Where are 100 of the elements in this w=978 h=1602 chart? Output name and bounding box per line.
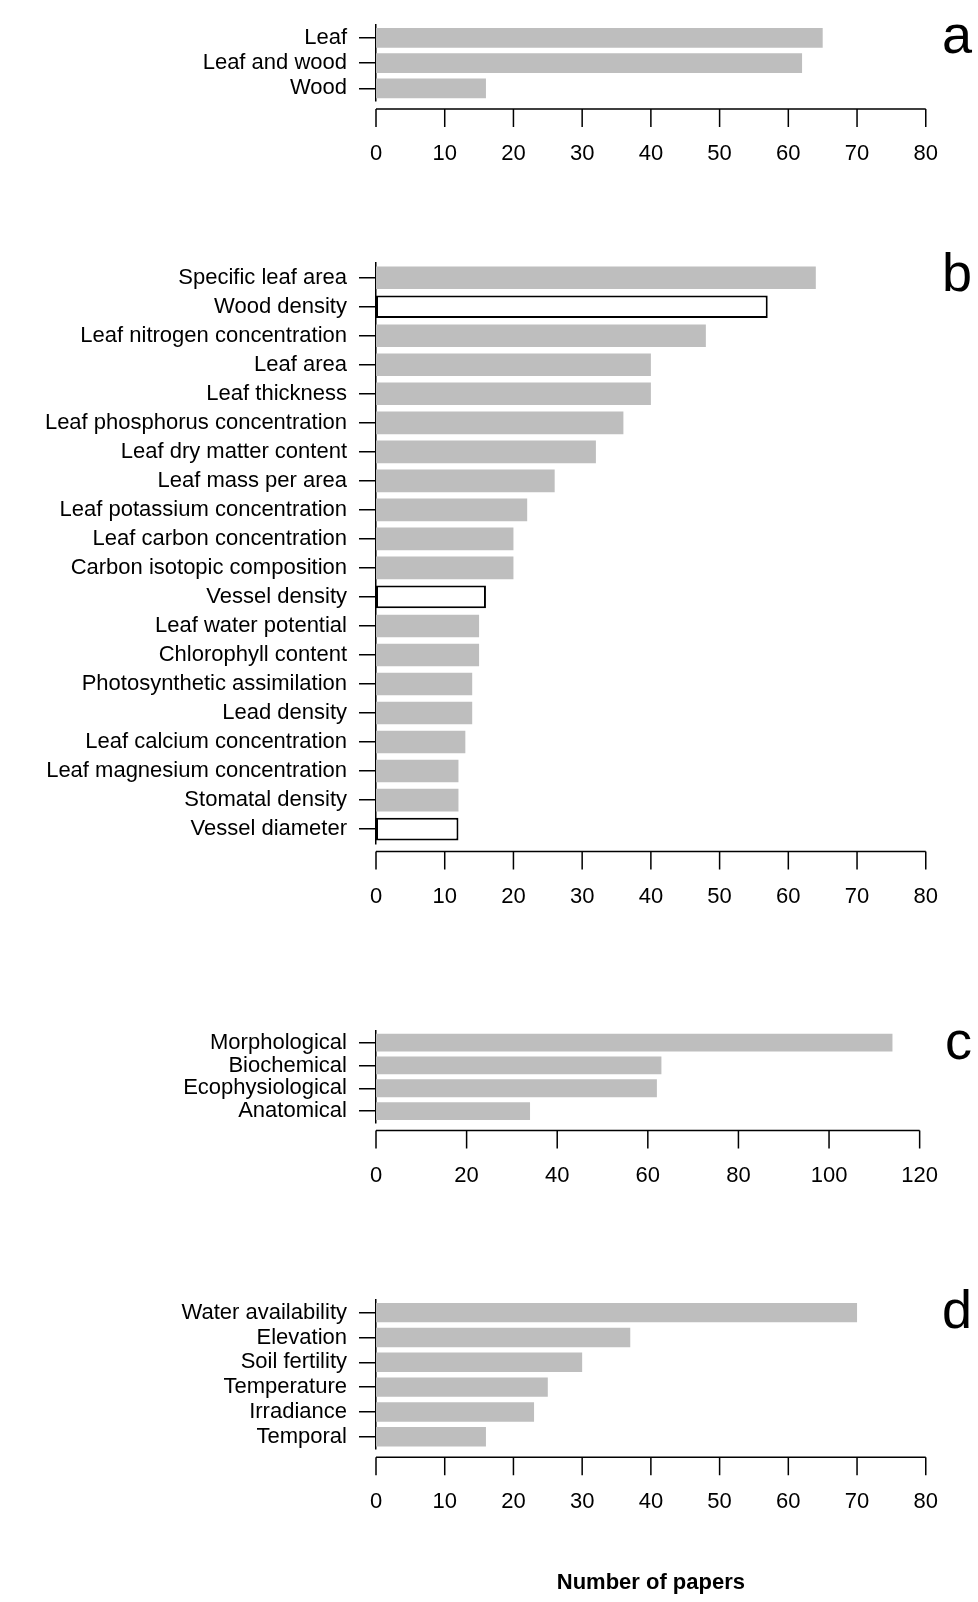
- x-axis-title: Number of papers: [556, 1568, 746, 1594]
- bar: [376, 353, 651, 377]
- y-tick-label: Leaf calcium concentration: [85, 728, 347, 754]
- x-tick-label: 70: [844, 1488, 870, 1514]
- y-tick-label: Leaf carbon concentration: [92, 524, 347, 550]
- y-tick-label: Elevation: [256, 1323, 347, 1349]
- x-tick-label: 40: [638, 1488, 664, 1514]
- y-tick-label: Leaf dry matter content: [120, 437, 347, 463]
- x-tick-label: 80: [913, 882, 939, 908]
- bar: [376, 1302, 858, 1323]
- y-tick-label: Lead density: [222, 699, 347, 725]
- y-tick-label: Leaf potassium concentration: [59, 495, 347, 521]
- x-tick-label: 0: [369, 882, 383, 908]
- x-tick-label: 50: [707, 882, 732, 908]
- y-tick-label: Morphological: [210, 1028, 347, 1054]
- x-tick-label: 80: [913, 1488, 939, 1514]
- bar: [376, 1352, 583, 1372]
- x-tick-label: 40: [638, 140, 664, 166]
- y-tick-label: Wood: [289, 74, 347, 100]
- bar: [376, 672, 473, 696]
- x-tick-label: 70: [844, 140, 870, 166]
- y-tick-label: Leaf phosphorus concentration: [44, 408, 347, 434]
- x-tick-label: 10: [432, 140, 457, 166]
- bar: [376, 527, 514, 551]
- chart-title: a: [941, 4, 973, 65]
- x-tick-label: 40: [544, 1161, 570, 1187]
- x-tick-label: 100: [810, 1161, 848, 1187]
- bar: [376, 324, 706, 348]
- bar: [376, 411, 624, 435]
- x-tick-label: 70: [844, 882, 870, 908]
- bar: [376, 556, 514, 580]
- x-tick-label: 40: [638, 882, 664, 908]
- chart-title: b: [941, 242, 972, 303]
- x-tick-label: 60: [776, 140, 801, 166]
- y-tick-label: Leaf area: [254, 350, 348, 376]
- y-tick-label: Leaf mass per area: [157, 466, 348, 492]
- y-tick-label: Water availability: [181, 1298, 347, 1324]
- x-tick-label: 30: [569, 140, 595, 166]
- y-tick-label: Irradiance: [249, 1398, 347, 1424]
- bar: [376, 1102, 531, 1120]
- bar: [376, 643, 480, 667]
- y-tick-label: Leaf thickness: [206, 379, 347, 405]
- y-tick-label: Leaf magnesium concentration: [46, 757, 347, 783]
- x-tick-label: 50: [707, 1488, 732, 1514]
- bar: [376, 266, 816, 290]
- y-tick-label: Leaf water potential: [154, 612, 347, 638]
- y-tick-label: Vessel density: [206, 582, 347, 608]
- y-tick-label: Temperature: [223, 1373, 347, 1399]
- bar: [376, 1327, 631, 1348]
- x-tick-label: 10: [432, 1488, 457, 1514]
- y-tick-label: Vessel diameter: [190, 815, 347, 841]
- bar: [376, 78, 486, 99]
- x-tick-label: 20: [501, 882, 526, 908]
- y-tick-label: Carbon isotopic composition: [70, 553, 347, 579]
- bar: [376, 53, 803, 73]
- bar: [376, 440, 596, 464]
- x-tick-label: 0: [369, 1488, 383, 1514]
- bar: [376, 1377, 548, 1397]
- x-tick-label: 30: [569, 882, 595, 908]
- x-tick-label: 20: [501, 140, 526, 166]
- bar: [376, 1079, 657, 1098]
- x-tick-label: 0: [369, 140, 383, 166]
- x-tick-label: 0: [369, 1161, 383, 1187]
- y-tick-label: Specific leaf area: [178, 263, 348, 289]
- bar: [376, 701, 473, 725]
- x-tick-label: 60: [776, 882, 801, 908]
- bar: [376, 1033, 893, 1052]
- bar: [376, 788, 459, 812]
- chart-title: c: [945, 1010, 972, 1071]
- x-tick-label: 50: [707, 140, 732, 166]
- x-tick-label: 10: [432, 882, 457, 908]
- y-tick-label: Ecophysiological: [183, 1074, 347, 1100]
- y-tick-label: Leaf: [304, 23, 348, 49]
- x-tick-label: 120: [901, 1161, 939, 1187]
- y-tick-label: Stomatal density: [184, 786, 347, 812]
- x-tick-label: 20: [501, 1488, 526, 1514]
- y-tick-label: Photosynthetic assimilation: [81, 670, 347, 696]
- bar: [376, 382, 651, 406]
- x-tick-label: 60: [635, 1161, 661, 1187]
- x-tick-label: 60: [776, 1488, 801, 1514]
- bar: [376, 498, 528, 522]
- y-tick-label: Wood density: [214, 292, 347, 318]
- bar: [376, 469, 555, 493]
- chart-title: d: [941, 1279, 972, 1340]
- bar: [376, 759, 459, 783]
- y-tick-label: Temporal: [256, 1422, 347, 1448]
- x-tick-label: 20: [454, 1161, 479, 1187]
- bar: [376, 1056, 662, 1075]
- x-tick-label: 80: [726, 1161, 751, 1187]
- bar: [376, 1427, 486, 1447]
- bar: [376, 614, 480, 638]
- bar: [376, 730, 466, 754]
- bar: [376, 1402, 535, 1422]
- y-tick-label: Soil fertility: [240, 1348, 347, 1374]
- y-tick-label: Leaf nitrogen concentration: [80, 321, 347, 347]
- x-tick-label: 80: [913, 140, 939, 166]
- y-tick-label: Leaf and wood: [202, 49, 347, 75]
- y-tick-label: Chlorophyll content: [158, 641, 347, 667]
- bar: [376, 27, 823, 48]
- x-tick-label: 30: [569, 1488, 595, 1514]
